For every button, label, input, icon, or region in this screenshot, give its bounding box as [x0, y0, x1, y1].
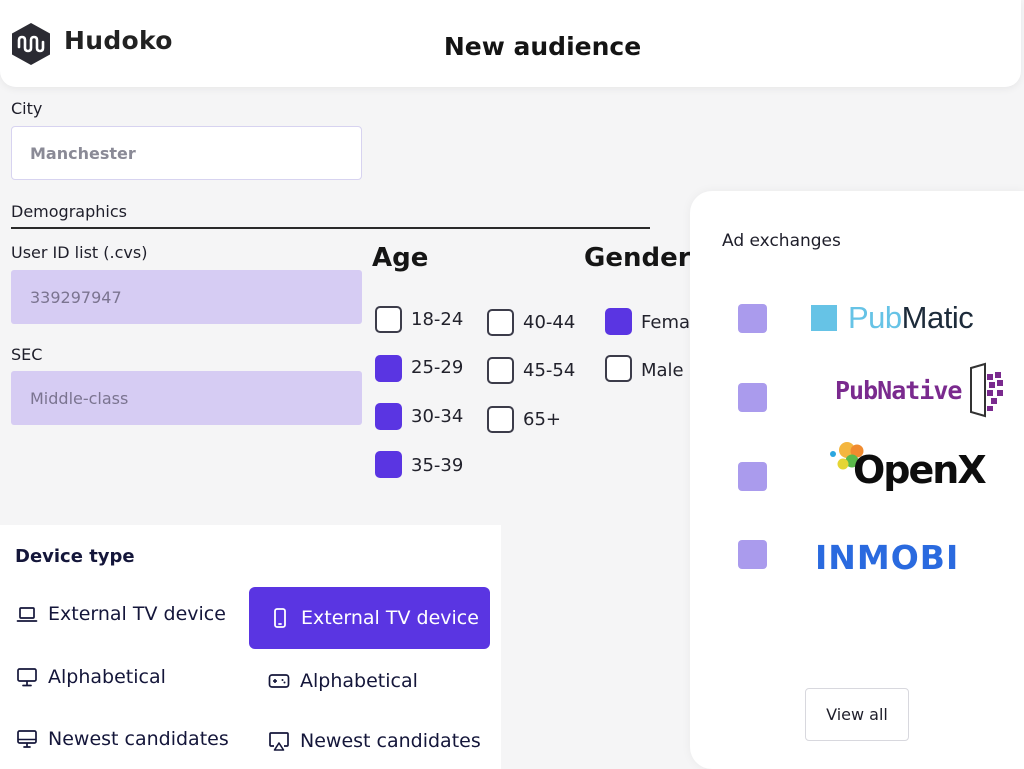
gender-checkbox-male[interactable] — [605, 355, 632, 382]
gender-checkbox-female[interactable] — [605, 308, 632, 335]
city-input[interactable]: Manchester — [11, 126, 362, 180]
device-option-label: External TV device — [48, 603, 226, 625]
pubmatic-logo-matic: Matic — [901, 300, 974, 335]
age-heading: Age — [372, 243, 429, 273]
pubnative-logo: PubNative — [835, 362, 1011, 418]
user-id-list-input[interactable]: 339297947 — [11, 270, 362, 324]
age-checkbox-40-44[interactable] — [487, 309, 514, 336]
page-title: New audience — [443, 32, 642, 61]
monitor-icon — [16, 666, 38, 688]
pubmatic-logo-pub: Pub — [848, 300, 902, 335]
age-option-label: 18-24 — [411, 309, 464, 330]
age-checkbox-65-plus[interactable] — [487, 406, 514, 433]
age-option-label: 65+ — [523, 409, 561, 430]
view-all-button[interactable]: View all — [805, 688, 909, 741]
smartphone-icon — [269, 607, 291, 629]
inmobi-logo: INMOBI — [815, 538, 959, 577]
pubnative-mark-icon — [970, 362, 1004, 418]
ad-exchange-checkbox-inmobi[interactable] — [738, 540, 767, 569]
city-label: City — [11, 99, 43, 118]
device-option-label: Newest candidates — [48, 728, 229, 750]
openx-logo-text: OpenX — [853, 448, 987, 492]
gender-heading: Gender — [584, 243, 691, 273]
device-option-external-tv-selected[interactable]: External TV device — [249, 587, 490, 649]
device-option-label: Alphabetical — [48, 666, 166, 688]
hudoko-logo-icon — [12, 23, 50, 65]
age-option-label: 45-54 — [523, 360, 576, 381]
age-checkbox-45-54[interactable] — [487, 357, 514, 384]
demographics-label: Demographics — [11, 202, 127, 221]
divider — [11, 227, 650, 229]
age-option-label: 30-34 — [411, 406, 464, 427]
device-option-label: Alphabetical — [300, 670, 418, 692]
age-checkbox-35-39[interactable] — [375, 451, 402, 478]
pubmatic-logo: Pub Matic — [811, 300, 974, 336]
device-option-alphabetical[interactable]: Alphabetical — [16, 666, 166, 688]
openx-dots-icon — [830, 442, 864, 470]
ad-exchange-checkbox-pubmatic[interactable] — [738, 304, 767, 333]
airplay-icon — [268, 730, 290, 752]
ad-exchange-checkbox-pubnative[interactable] — [738, 383, 767, 412]
device-option-newest-candidates-cast[interactable]: Newest candidates — [268, 730, 481, 752]
age-option-label: 25-29 — [411, 357, 464, 378]
gamepad-icon — [268, 670, 290, 692]
sec-label: SEC — [11, 345, 43, 364]
age-checkbox-30-34[interactable] — [375, 403, 402, 430]
desktop-icon — [16, 728, 38, 750]
device-option-label: Newest candidates — [300, 730, 481, 752]
brand-name: Hudoko — [64, 26, 173, 55]
device-option-label: External TV device — [301, 607, 479, 629]
ad-exchanges-title: Ad exchanges — [722, 231, 841, 251]
user-id-list-label: User ID list (.cvs) — [11, 243, 148, 262]
openx-logo: OpenX — [829, 440, 999, 498]
device-type-title: Device type — [15, 546, 135, 567]
sec-input[interactable]: Middle-class — [11, 371, 362, 425]
gender-option-label: Fema — [641, 312, 691, 333]
gender-option-label: Male — [641, 360, 684, 381]
age-checkbox-18-24[interactable] — [375, 306, 402, 333]
ad-exchange-checkbox-openx[interactable] — [738, 462, 767, 491]
pubnative-logo-text: PubNative — [835, 375, 962, 405]
inmobi-logo-text: INMOBI — [815, 538, 960, 577]
age-checkbox-25-29[interactable] — [375, 355, 402, 382]
device-option-external-tv[interactable]: External TV device — [16, 603, 226, 625]
top-bar: Hudoko New audience — [0, 0, 1021, 87]
age-option-label: 40-44 — [523, 312, 576, 333]
pubmatic-square-icon — [811, 305, 837, 331]
age-option-label: 35-39 — [411, 455, 464, 476]
device-option-alphabetical-console[interactable]: Alphabetical — [268, 670, 418, 692]
laptop-icon — [16, 603, 38, 625]
device-option-newest-candidates[interactable]: Newest candidates — [16, 728, 229, 750]
